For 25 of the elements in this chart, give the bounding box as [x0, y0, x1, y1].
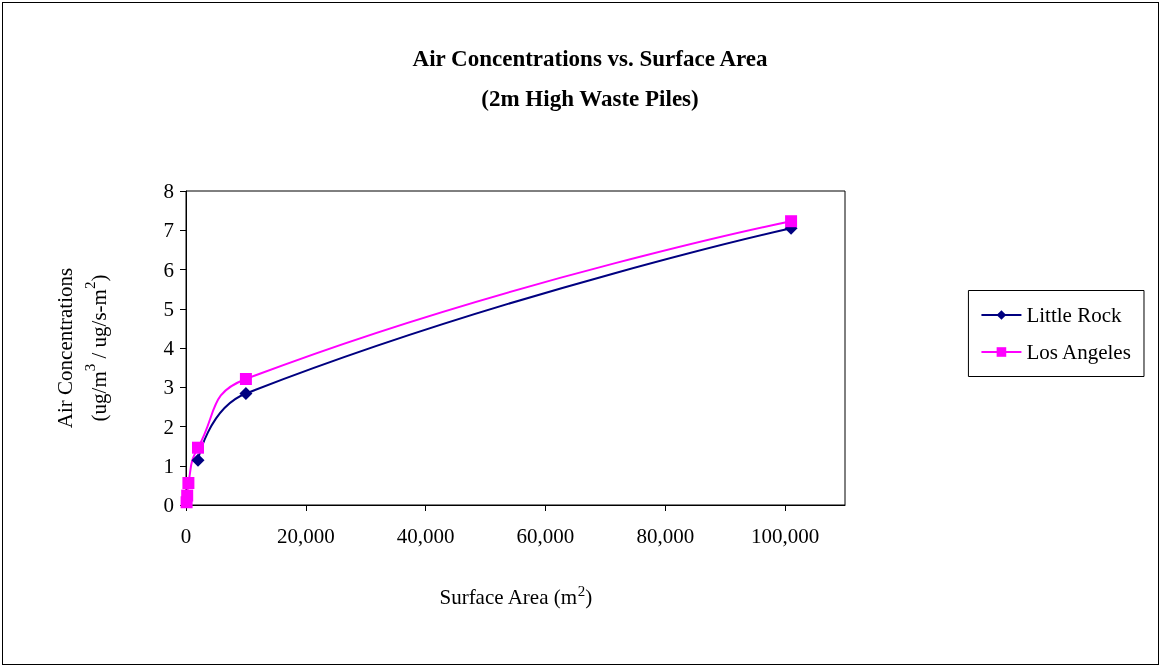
point — [181, 489, 194, 502]
x-tick-label: 100,000 — [750, 523, 820, 548]
point — [239, 387, 253, 401]
point — [191, 453, 205, 467]
point — [191, 441, 204, 454]
y-tick-label: 1 — [163, 453, 174, 478]
chart-title: Air Concentrations vs. Surface Area (2m High Waste Piles) — [412, 45, 768, 111]
point — [785, 215, 798, 228]
y-tick-label: 2 — [163, 414, 174, 439]
x-tick-label: 20,000 — [276, 523, 335, 548]
y-tick-label: 3 — [163, 375, 174, 400]
legend-label: Los Angeles — [1026, 340, 1131, 364]
x-tick-label: 60,000 — [516, 523, 575, 548]
y-tick-label: 6 — [163, 257, 174, 282]
point — [182, 477, 195, 490]
legend-label: Little Rock — [1026, 303, 1122, 327]
point — [239, 373, 252, 386]
y-tick-label: 7 — [163, 218, 174, 243]
y-tick-label: 0 — [163, 493, 174, 517]
y-tick-label: 4 — [163, 336, 175, 360]
y-tick-label: 5 — [163, 296, 174, 321]
x-tick-label: 80,000 — [636, 523, 695, 548]
y-tick-label: 8 — [163, 179, 174, 203]
x-tick-label: 0 — [180, 523, 192, 548]
x-tick-label: 40,000 — [396, 523, 455, 548]
